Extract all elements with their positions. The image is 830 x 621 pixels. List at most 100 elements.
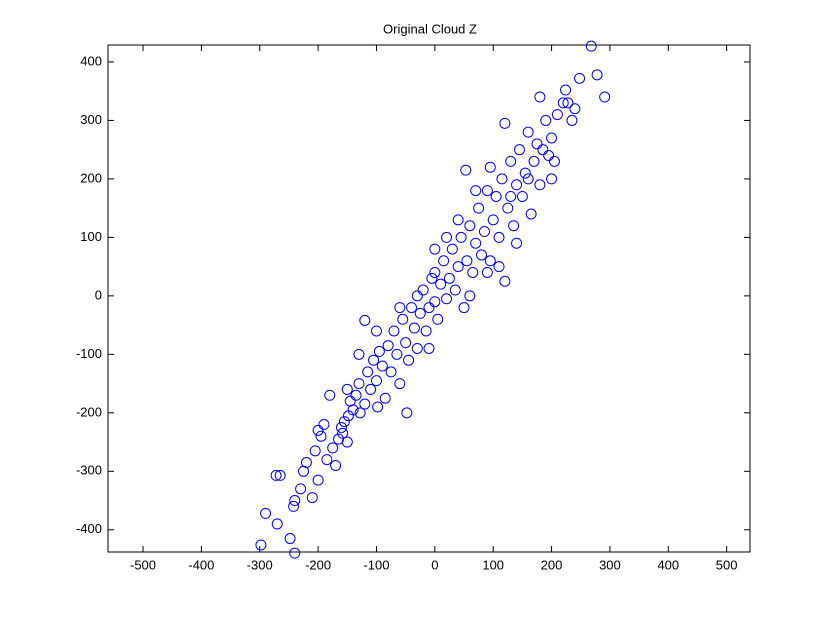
plot-area (107, 44, 751, 553)
point (540, 114, 552, 126)
point (537, 144, 549, 156)
point (499, 275, 511, 287)
point (370, 325, 382, 337)
point (368, 354, 380, 366)
point (505, 190, 517, 202)
point (337, 427, 349, 439)
point (499, 117, 511, 129)
point (353, 348, 365, 360)
y-tick-label: 400 (80, 53, 102, 68)
point (429, 243, 441, 255)
point (359, 314, 371, 326)
point (470, 185, 482, 197)
point (289, 495, 301, 507)
point (388, 325, 400, 337)
point (446, 243, 458, 255)
y-tick-label: -300 (76, 463, 102, 478)
x-tick-label: 200 (541, 557, 563, 572)
point (484, 161, 496, 173)
point (365, 383, 377, 395)
x-tick-label: 400 (657, 557, 679, 572)
chart-title: Original Cloud Z (383, 21, 477, 36)
x-tick-label: -200 (305, 557, 331, 572)
point (443, 272, 455, 284)
x-tick-label: -500 (130, 557, 156, 572)
point (516, 190, 528, 202)
point (441, 293, 453, 305)
point (321, 454, 333, 466)
point (452, 214, 464, 226)
point (490, 190, 502, 202)
y-tick-label: 100 (80, 229, 102, 244)
point (353, 378, 365, 390)
y-tick-label: -400 (76, 521, 102, 536)
point (327, 442, 339, 454)
point (551, 109, 563, 121)
point (470, 237, 482, 249)
point (284, 533, 296, 545)
y-tick-label: 0 (95, 287, 102, 302)
point (531, 138, 543, 150)
point (312, 424, 324, 436)
point (522, 173, 534, 185)
point (306, 492, 318, 504)
point (411, 290, 423, 302)
point (452, 261, 464, 273)
x-tick-label: 500 (716, 557, 738, 572)
point (569, 103, 581, 115)
point (476, 249, 488, 261)
x-tick-label: -400 (188, 557, 214, 572)
point (417, 284, 429, 296)
point (359, 398, 371, 410)
point (464, 220, 476, 232)
point (441, 231, 453, 243)
point (341, 383, 353, 395)
point (525, 208, 537, 220)
point (546, 173, 558, 185)
point (350, 389, 362, 401)
point (484, 255, 496, 267)
y-tick-label: -100 (76, 346, 102, 361)
point (385, 366, 397, 378)
point (548, 155, 560, 167)
point (324, 389, 336, 401)
point (288, 500, 300, 512)
x-tick-label: 300 (599, 557, 621, 572)
point (309, 445, 321, 457)
point (435, 278, 447, 290)
point (341, 436, 353, 448)
point (438, 255, 450, 267)
point (522, 126, 534, 138)
point (460, 164, 472, 176)
point (260, 507, 272, 519)
point (432, 313, 444, 325)
point (585, 40, 597, 52)
point (505, 155, 517, 167)
point (330, 459, 342, 471)
point (426, 272, 438, 284)
point (455, 231, 467, 243)
point (423, 302, 435, 314)
x-tick-label: 0 (431, 557, 438, 572)
point (255, 539, 267, 551)
x-tick-label: -300 (247, 557, 273, 572)
point (467, 266, 479, 278)
point (493, 261, 505, 273)
point (511, 237, 523, 249)
point (295, 483, 307, 495)
point (370, 375, 382, 387)
point (391, 348, 403, 360)
point (534, 179, 546, 191)
point (591, 69, 603, 81)
point (315, 430, 327, 442)
point (403, 354, 415, 366)
point (414, 307, 426, 319)
point (376, 360, 388, 372)
point (408, 322, 420, 334)
point (508, 220, 520, 232)
point (560, 84, 572, 96)
point (362, 366, 374, 378)
point (347, 404, 359, 416)
point (493, 231, 505, 243)
